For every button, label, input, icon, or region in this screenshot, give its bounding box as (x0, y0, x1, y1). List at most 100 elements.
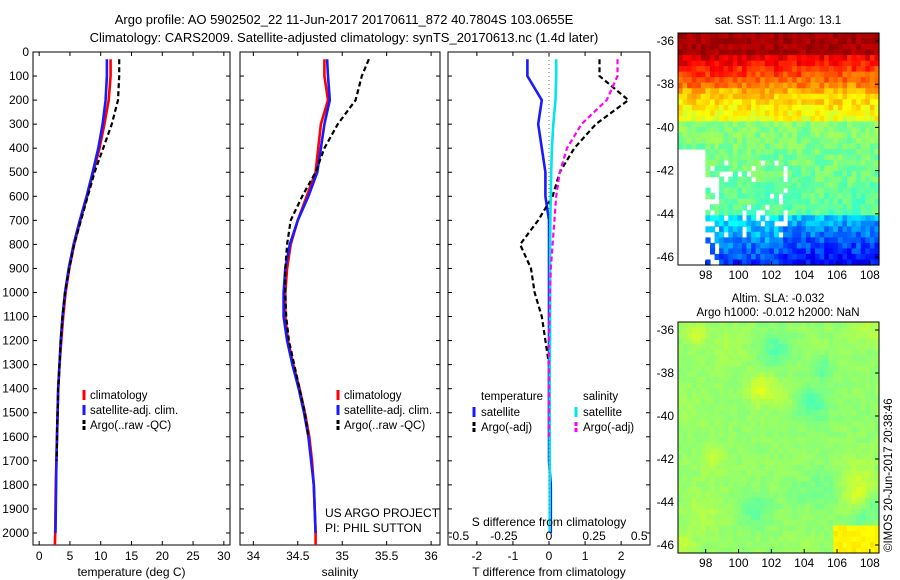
map-cell (819, 137, 825, 145)
map-cell (751, 542, 757, 549)
map-cell (755, 426, 761, 433)
map-cell (815, 514, 821, 521)
map-cell (828, 492, 834, 499)
map-cell (728, 377, 734, 384)
map-cell (700, 454, 707, 461)
map-cell (737, 421, 743, 428)
map-cell (815, 104, 821, 111)
map-cell (865, 542, 871, 549)
map-cell (792, 377, 798, 384)
map-cell (723, 426, 729, 433)
map-cell (755, 104, 761, 111)
map-cell (783, 470, 789, 477)
map-cell (805, 115, 812, 122)
map-cell (773, 388, 780, 395)
map-cell (869, 209, 876, 216)
map-cell (865, 187, 871, 194)
map-cell (865, 470, 871, 477)
map-cell (755, 476, 761, 483)
map-cell (705, 55, 711, 62)
map-cell (842, 426, 848, 433)
map-cell (705, 165, 711, 172)
map-cell (860, 82, 866, 89)
map-cell (682, 121, 688, 128)
map-cell (714, 432, 720, 439)
salinity-xlabel: salinity (322, 565, 359, 579)
map-cell (815, 531, 821, 538)
map-cell (719, 410, 725, 417)
map-cell (851, 132, 857, 139)
map-cell (760, 399, 766, 406)
map-cell (769, 415, 775, 422)
map-cell (874, 349, 880, 356)
map-cell (824, 327, 830, 334)
map-cell (805, 104, 812, 111)
map-cell (796, 503, 802, 510)
map-cell (773, 410, 780, 417)
map-cell (728, 476, 734, 483)
map-cell (796, 209, 802, 216)
map-cell (741, 121, 748, 128)
map-cell (719, 322, 725, 329)
map-cell (764, 520, 770, 527)
map-cell (696, 77, 702, 84)
map-cell (682, 82, 688, 89)
map-cell (815, 71, 821, 78)
map-cell (856, 49, 862, 56)
map-cell (819, 421, 825, 428)
map-cell (719, 454, 725, 461)
temperature-panel: 0100200300400500600700800900100011001200… (2, 45, 231, 579)
map-cell (769, 503, 775, 510)
map-cell (719, 121, 725, 128)
map-cell (682, 349, 688, 356)
map-cell (837, 399, 844, 406)
map-cell (805, 404, 812, 411)
map-cell (778, 154, 784, 161)
map-cell (860, 99, 866, 106)
map-cell (778, 470, 784, 477)
map-cell (773, 536, 780, 543)
map-cell (678, 349, 684, 356)
map-cell (824, 443, 830, 450)
map-cell (810, 93, 816, 100)
map-cell (741, 126, 748, 134)
map-cell (851, 204, 857, 211)
map-cell (874, 99, 880, 106)
map-cell (860, 492, 866, 499)
map-cell (746, 193, 752, 200)
map-cell (687, 33, 693, 40)
map-cell (787, 237, 793, 244)
map-cell (819, 382, 825, 389)
map-cell (764, 104, 770, 111)
map-cell (865, 99, 871, 106)
map-cell (851, 470, 857, 477)
map-cell (723, 338, 729, 345)
map-cell (773, 492, 780, 499)
map-cell (769, 220, 775, 227)
map-cell (783, 437, 789, 444)
map-cell (837, 33, 844, 40)
map-cell (860, 248, 866, 255)
map-cell (705, 209, 711, 216)
map-cell (773, 355, 780, 362)
map-cell (847, 487, 853, 494)
map-cell (869, 55, 876, 62)
map-cell (805, 448, 812, 455)
map-cell (769, 536, 775, 543)
map-cell (865, 338, 871, 345)
map-cell (783, 371, 789, 378)
map-cell (682, 338, 688, 345)
map-cell (801, 242, 807, 250)
map-cell (847, 104, 853, 111)
map-cell (691, 525, 697, 532)
project-label: US ARGO PROJECT (325, 506, 440, 520)
map-cell (783, 82, 789, 89)
map-cell (837, 171, 844, 178)
map-cell (709, 465, 716, 472)
map-cell (810, 327, 816, 334)
map-cell (773, 322, 780, 329)
map-cell (705, 426, 711, 433)
map-cell (709, 71, 716, 78)
map-cell (783, 421, 789, 428)
map-cell (696, 437, 702, 444)
